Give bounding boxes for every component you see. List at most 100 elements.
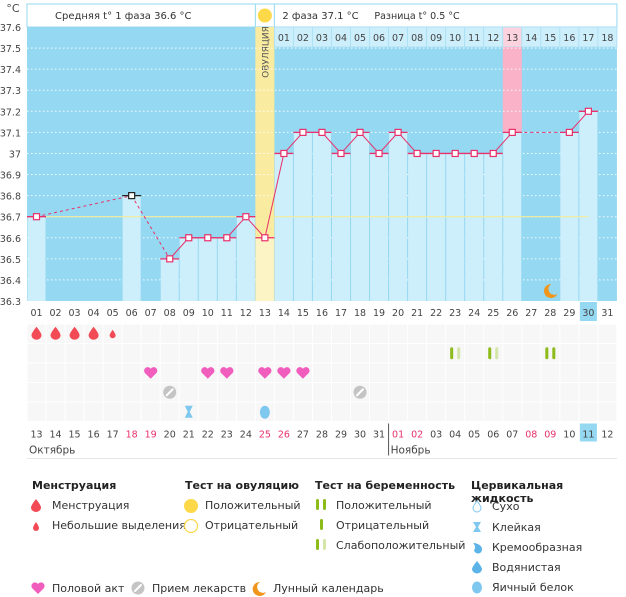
- pregnancy-test-line-icon[interactable]: [457, 347, 461, 360]
- calendar-date-label: 18: [126, 430, 138, 441]
- sticky-icon[interactable]: [184, 405, 193, 418]
- temperature-point[interactable]: [432, 149, 440, 158]
- cycle-day-label: 17: [335, 308, 347, 319]
- cycle-day-label: 21: [411, 308, 423, 319]
- cycle-day-label: 26: [506, 308, 518, 319]
- post-ovulation-day-label: 16: [563, 33, 575, 44]
- one-line-icon: [320, 519, 323, 530]
- pregnancy-test-line-icon[interactable]: [488, 347, 492, 360]
- temperature-point[interactable]: [185, 234, 193, 242]
- temperature-line-segment: [264, 153, 285, 238]
- temperature-point[interactable]: [508, 128, 516, 136]
- post-ovulation-day-label: 06: [373, 33, 385, 44]
- cycle-day-label: 28: [544, 308, 556, 319]
- temperature-point[interactable]: [318, 128, 326, 136]
- temperature-point[interactable]: [299, 128, 307, 136]
- legend-item-ovu-positive: Положительный: [184, 499, 301, 513]
- temperature-point[interactable]: [166, 255, 174, 263]
- temperature-point[interactable]: [32, 213, 41, 221]
- temperature-point[interactable]: [394, 128, 402, 136]
- temperature-point[interactable]: [337, 149, 345, 158]
- calendar-date-label: 23: [221, 430, 233, 441]
- pregnancy-test-line-icon[interactable]: [552, 347, 556, 360]
- pregnancy-test-line-icon[interactable]: [545, 347, 549, 360]
- calendar-date-label: 02: [411, 430, 423, 441]
- heart-icon[interactable]: [144, 367, 158, 379]
- temperature-difference: Разница t° 0.5 °C: [374, 11, 460, 22]
- calendar-date-label: 10: [563, 430, 575, 441]
- temperature-point[interactable]: [261, 234, 269, 242]
- bbt-chart: Средняя t° 1 фаза 36.6 °C 2 фаза 37.1 °C Р…: [0, 2, 618, 459]
- heart-icon[interactable]: [220, 367, 234, 379]
- legend-item-preg-negative: Отрицательный: [320, 519, 429, 532]
- pregnancy-test-line-icon[interactable]: [450, 347, 454, 360]
- post-ovulation-day-label: 09: [430, 33, 442, 44]
- cycle-day-label: 29: [563, 308, 575, 319]
- heart-icon[interactable]: [296, 367, 310, 379]
- y-tick-label: 36.6: [0, 234, 21, 245]
- temperature-point[interactable]: [356, 128, 364, 136]
- blood-drop-icon[interactable]: [31, 326, 42, 340]
- current-day-highlight: [579, 302, 597, 321]
- legend-item-spotting: Небольшие выделения: [33, 519, 186, 532]
- y-tick-label: 36.3: [0, 297, 21, 308]
- blood-drop-icon[interactable]: [50, 326, 61, 340]
- temperature-point[interactable]: [413, 149, 421, 158]
- legend-item-preg-positive: Положительный: [316, 499, 432, 512]
- post-ovulation-day-label: 14: [525, 33, 537, 44]
- temperature-point[interactable]: [223, 234, 231, 242]
- post-ovulation-day-label: 05: [354, 33, 366, 44]
- calendar-date-label: 20: [164, 430, 176, 441]
- legend-ovulation-title: Тест на овуляцию: [185, 479, 299, 492]
- post-ovulation-day-label: 15: [544, 33, 556, 44]
- month-label: Ноябрь: [391, 445, 431, 457]
- calendar-date-label: 27: [297, 430, 309, 441]
- symptom-grid: [27, 324, 617, 422]
- legend-item-dry: Сухо: [472, 500, 519, 513]
- heart-icon[interactable]: [201, 367, 215, 379]
- post-ovulation-day-label: 03: [316, 33, 328, 44]
- calendar-date-label: 22: [202, 430, 214, 441]
- sun-filled-icon: [184, 499, 198, 513]
- temperature-point[interactable]: [451, 149, 459, 158]
- pregnancy-test-line-icon[interactable]: [495, 347, 499, 360]
- heart-icon[interactable]: [258, 367, 272, 379]
- calendar-date-label: 25: [259, 430, 271, 441]
- cycle-day-label: 31: [601, 308, 613, 319]
- temperature-point[interactable]: [242, 213, 250, 221]
- calendar-date-label: 03: [430, 430, 442, 441]
- legend-item-medication: Прием лекарств: [131, 581, 246, 595]
- temperature-point[interactable]: [584, 107, 592, 115]
- blood-drop-icon: [31, 499, 41, 512]
- moon-icon: [252, 581, 266, 596]
- temperature-bar: [427, 153, 446, 301]
- cycle-day-label: 16: [316, 308, 328, 319]
- temperature-point[interactable]: [128, 192, 136, 200]
- heart-icon[interactable]: [277, 367, 291, 379]
- y-tick-label: 36.5: [0, 255, 21, 266]
- temperature-bar: [408, 153, 427, 301]
- eggwhite-icon: [472, 581, 482, 594]
- temperature-bar: [160, 258, 179, 301]
- today-highlight: [579, 423, 597, 442]
- temperature-point[interactable]: [565, 128, 573, 136]
- small-blood-drop-icon[interactable]: [109, 329, 116, 339]
- month-label: Октябрь: [29, 445, 75, 457]
- heart-icon: [31, 582, 45, 594]
- cycle-day-label: 10: [202, 308, 214, 319]
- calendar-date-label: 14: [49, 430, 61, 441]
- temperature-point[interactable]: [470, 149, 478, 158]
- blood-drop-icon[interactable]: [88, 326, 99, 340]
- weak-lines-icon: [316, 539, 326, 550]
- blood-drop-icon[interactable]: [69, 326, 80, 340]
- eggwhite-icon[interactable]: [259, 405, 270, 419]
- calendar-date-label: 09: [544, 430, 556, 441]
- temperature-point[interactable]: [280, 149, 288, 158]
- temperature-point[interactable]: [489, 149, 497, 158]
- temperature-bar: [27, 216, 46, 301]
- temperature-point[interactable]: [375, 149, 383, 158]
- two-lines-icon: [316, 499, 326, 510]
- temperature-point[interactable]: [204, 234, 212, 242]
- highlight-day-band: [502, 47, 522, 133]
- cycle-day-label: 23: [449, 308, 461, 319]
